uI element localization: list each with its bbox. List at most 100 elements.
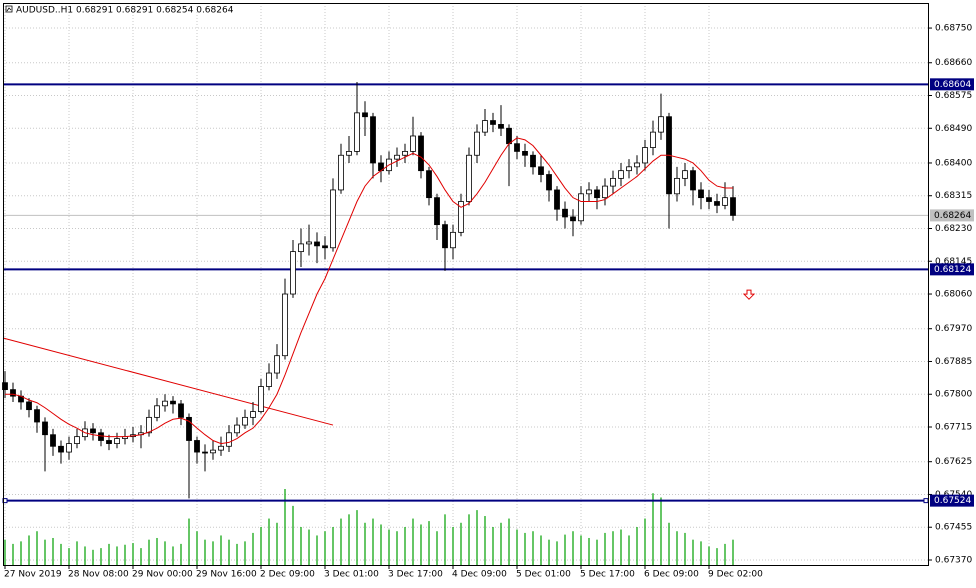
candle-body (162, 400, 168, 407)
candle-body (674, 177, 680, 195)
candle-body (658, 116, 664, 133)
candle-body (370, 116, 376, 164)
candle-body (194, 440, 200, 453)
price-layer (2, 82, 929, 504)
candle-body (306, 241, 312, 245)
axis-layer: 0.68750 0.68660 0.68575 0.68490 0.68400 0.683… (4, 24, 974, 580)
x-tick-label: 27 Nov 2019 (4, 570, 62, 580)
candle-body (538, 166, 544, 175)
candle-body (242, 416, 248, 426)
level-price-label: 0.67524 (934, 496, 971, 506)
y-tick-label: 0.67800 (935, 390, 972, 400)
candle-body (642, 147, 648, 164)
y-tick-label: 0.68400 (935, 158, 972, 168)
y-tick-label: 0.67885 (935, 357, 972, 367)
candle-body (450, 231, 456, 249)
candle-body (394, 154, 400, 160)
candle-body (58, 445, 64, 453)
x-tick-label: 29 Nov 16:00 (196, 570, 257, 580)
candle-body (210, 449, 216, 454)
candle-body (442, 224, 448, 249)
y-tick-label: 0.68315 (935, 191, 972, 201)
candle-body (466, 154, 472, 202)
candle-body (562, 208, 568, 218)
candle-body (626, 166, 632, 172)
candle-body (498, 124, 504, 129)
candle-body (650, 131, 656, 148)
y-tick-label: 0.67970 (935, 324, 972, 334)
candle-body (354, 112, 360, 152)
candle-body (682, 170, 688, 179)
candle-body (418, 135, 424, 172)
y-tick-label: 0.67715 (935, 423, 972, 433)
candle-body (178, 403, 184, 418)
candle-body (578, 193, 584, 222)
candle-body (402, 151, 408, 156)
candle-body (226, 432, 232, 447)
candle-body (266, 372, 272, 387)
candle-body (570, 216, 576, 222)
candle-body (10, 389, 16, 397)
candle-body (586, 189, 592, 195)
candle-body (218, 445, 224, 451)
x-tick-label: 5 Dec 17:00 (580, 570, 635, 580)
candle-body (106, 440, 112, 444)
x-tick-label: 2 Dec 09:00 (260, 570, 315, 580)
candle-body (258, 386, 264, 412)
chart-title: AUDUSD..H1 0.68291 0.68291 0.68254 0.682… (16, 6, 234, 16)
level-handle (923, 498, 929, 504)
candle-body (34, 409, 40, 423)
candle-body (154, 405, 160, 418)
y-tick-label: 0.68230 (935, 224, 972, 234)
candle-body (314, 241, 320, 247)
x-tick-label: 29 Nov 00:00 (132, 570, 193, 580)
candle-body (522, 151, 528, 156)
y-tick-label: 0.67455 (935, 523, 972, 533)
candle-body (274, 355, 280, 374)
candle-body (610, 177, 616, 187)
y-tick-label: 0.68490 (935, 124, 972, 134)
grid (3, 3, 928, 565)
moving-average (5, 137, 733, 445)
candle-body (282, 293, 288, 357)
bid-price-label: 0.68264 (934, 211, 971, 221)
sell-arrow (742, 289, 756, 300)
level-price-label: 0.68124 (934, 265, 971, 275)
candle-body (362, 112, 368, 118)
candle-body (546, 174, 552, 191)
candle-body (714, 201, 720, 206)
candle-body (2, 382, 8, 391)
y-tick-label: 0.68575 (935, 91, 972, 101)
x-tick-label: 3 Dec 01:00 (324, 570, 379, 580)
candle-body (594, 189, 600, 199)
y-tick-label: 0.67625 (935, 457, 972, 467)
bid-price-box (930, 209, 974, 222)
candle-body (506, 127, 512, 145)
candle-body (250, 411, 256, 418)
candle-body (90, 428, 96, 434)
candle-body (98, 432, 104, 441)
candle-body (410, 135, 416, 152)
level-price-box (930, 78, 974, 91)
x-tick-label: 28 Nov 08:00 (68, 570, 129, 580)
candle-body (618, 170, 624, 179)
candle-body (170, 400, 176, 405)
candle-body (602, 185, 608, 199)
x-tick-label: 3 Dec 17:00 (388, 570, 443, 580)
plot-border (3, 3, 929, 566)
x-tick-label: 9 Dec 02:00 (708, 570, 763, 580)
candle-body (322, 245, 328, 249)
candle-body (514, 143, 520, 152)
volume-layer (4, 489, 734, 565)
candle-body (698, 189, 704, 199)
candle-body (490, 120, 496, 125)
y-tick-label: 0.68750 (935, 24, 972, 34)
candle-body (66, 443, 72, 453)
candle-body (434, 197, 440, 226)
candle-body (330, 189, 336, 249)
trendline (2, 337, 334, 426)
x-tick-label: 5 Dec 01:00 (516, 570, 571, 580)
